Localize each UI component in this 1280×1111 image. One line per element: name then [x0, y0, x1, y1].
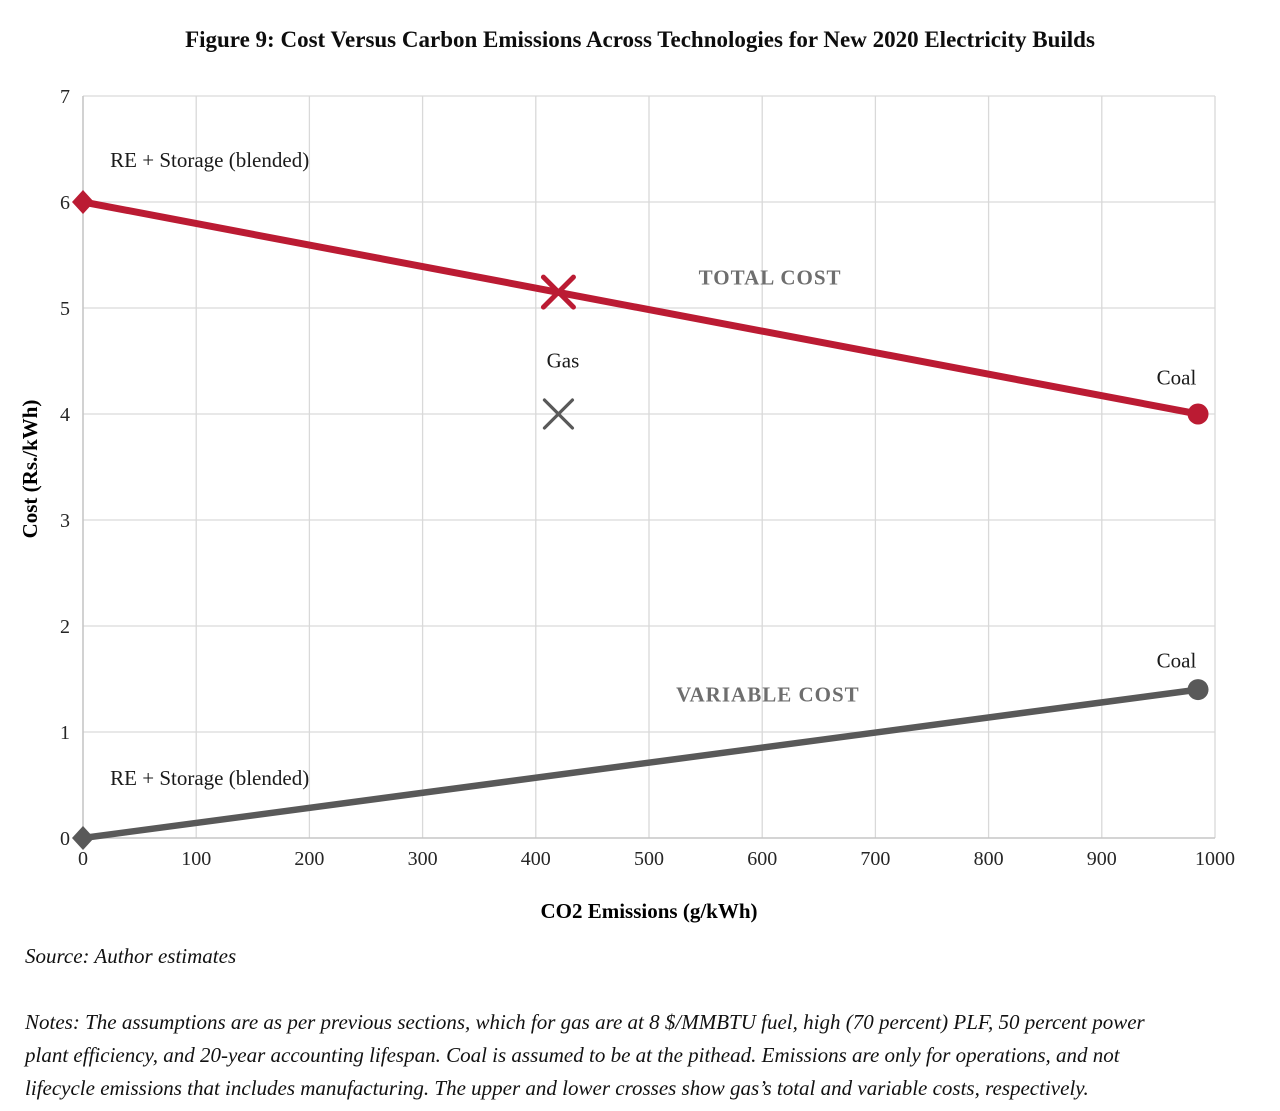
x-tick-label-800: 800	[974, 848, 1004, 870]
y-tick-label-0: 0	[60, 828, 70, 850]
x-tick-label-700: 700	[860, 848, 890, 870]
x-tick-label-400: 400	[521, 848, 551, 870]
y-axis-title: Cost (Rs./kWh)	[18, 400, 42, 539]
y-tick-label-1: 1	[60, 722, 70, 744]
y-tick-label-7: 7	[60, 86, 70, 108]
notes-line-3: lifecycle emissions that includes manufa…	[25, 1076, 1089, 1100]
y-tick-label-5: 5	[60, 298, 70, 320]
gas-x-marker-variable	[542, 398, 575, 430]
notes-paragraph: Notes: The assumptions are as per previo…	[25, 1006, 1270, 1105]
x-tick-label-300: 300	[408, 848, 438, 870]
cost-vs-emissions-chart: 0 100 200 300 400 500 600 700 800 900 1000 0 1 2 3 4 5 6 7…	[18, 86, 1235, 923]
annotation-coal: Coal	[1157, 365, 1197, 389]
circle-marker-total-cost-coal	[1187, 403, 1209, 425]
x-axis-title: CO2 Emissions (g/kWh)	[540, 899, 757, 923]
x-tick-label-900: 900	[1087, 848, 1117, 870]
annotation-gas: Gas	[547, 348, 580, 372]
series-line-variable-cost	[79, 686, 1202, 842]
y-tick-label-3: 3	[60, 510, 70, 532]
annotation-re-storage-blended: RE + Storage (blended)	[110, 766, 309, 790]
notes-line-2: plant efficiency, and 20-year accounting…	[25, 1043, 1120, 1067]
y-tick-label-6: 6	[60, 192, 70, 214]
x-tick-label-0: 0	[78, 848, 88, 870]
diamond-marker-total-cost-re-storage-blended	[72, 190, 94, 214]
annotation-total-cost: TOTAL COST	[699, 266, 842, 290]
x-tick-label-200: 200	[294, 848, 324, 870]
gas-x-marker-total	[540, 274, 576, 310]
annotation-variable-cost: VARIABLE COST	[676, 682, 860, 706]
figure-title: Figure 9: Cost Versus Carbon Emissions A…	[185, 27, 1095, 52]
annotation-re-storage-blended: RE + Storage (blended)	[110, 148, 309, 172]
series-line-total-cost	[79, 198, 1202, 418]
circle-marker-variable-cost-coal	[1187, 679, 1209, 701]
source-note: Source: Author estimates	[25, 944, 237, 968]
annotation-coal: Coal	[1157, 648, 1197, 672]
y-tick-label-4: 4	[60, 404, 70, 426]
diamond-marker-variable-cost-re-storage-blended	[72, 826, 94, 850]
notes-line-1: Notes: The assumptions are as per previo…	[25, 1010, 1145, 1034]
x-tick-label-100: 100	[181, 848, 211, 870]
y-tick-label-2: 2	[60, 616, 70, 638]
x-tick-label-1000: 1000	[1195, 848, 1235, 870]
x-tick-label-500: 500	[634, 848, 664, 870]
x-tick-label-600: 600	[747, 848, 777, 870]
